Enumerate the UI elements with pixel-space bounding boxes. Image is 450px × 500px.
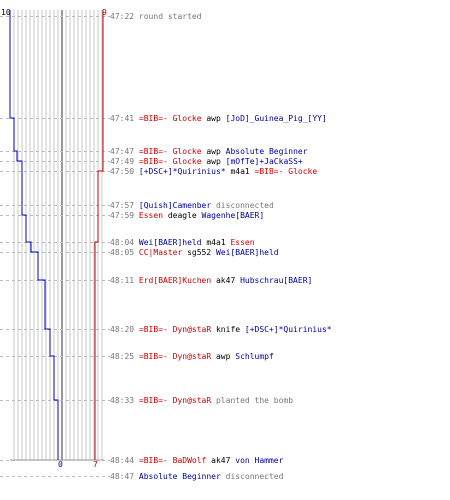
event-row: 48:04 Wei[BAER]held m4a1 Essen xyxy=(110,238,255,248)
event-row: 48:20 =BIB=- Dyn@staR knife [+DSC+]*Quir… xyxy=(110,325,332,335)
event-text: [+DSC+]*Quirinius* xyxy=(138,167,226,176)
event-text: Absolute Beginner xyxy=(225,147,308,156)
event-time: 47:49 xyxy=(110,157,135,166)
event-row: 48:44 =BIB=- BaDWolf ak47 von Hammer xyxy=(110,456,283,466)
event-row: 48:05 CC|Master sg552 Wei[BAER]held xyxy=(110,248,279,258)
event-text: knife xyxy=(211,325,245,334)
event-text: =BIB=- Dyn@staR xyxy=(138,352,212,361)
event-text: Wei[BAER]held xyxy=(138,238,202,247)
event-text: ak47 xyxy=(206,456,236,465)
event-text: Erd[BAER]Kuchen xyxy=(138,276,212,285)
event-time: 47:22 xyxy=(110,12,135,21)
red-team-end-count: 7 xyxy=(93,460,98,469)
event-text: Absolute Beginner xyxy=(138,472,221,481)
event-text: [Quish]Camenber xyxy=(138,201,212,210)
event-text: Hubschrau[BAER] xyxy=(240,276,313,285)
event-text: m4a1 xyxy=(201,238,231,247)
event-text: planted the bomb xyxy=(211,396,294,405)
event-time: 48:25 xyxy=(110,352,135,361)
event-row: 48:25 =BIB=- Dyn@staR awp Schlumpf xyxy=(110,352,274,362)
event-text: awp xyxy=(201,157,226,166)
event-text: sg552 xyxy=(182,248,216,257)
event-time: 48:47 xyxy=(110,472,135,481)
event-text: m4a1 xyxy=(225,167,255,176)
event-row: 47:50 [+DSC+]*Quirinius* m4a1 =BIB=- Glo… xyxy=(110,167,317,177)
event-text: [mOfTe]+JaCkaSS+ xyxy=(225,157,303,166)
event-time: 48:04 xyxy=(110,238,135,247)
red-team-alive-line xyxy=(94,10,104,460)
event-time: 47:57 xyxy=(110,201,135,210)
event-time: 47:59 xyxy=(110,211,135,220)
event-text: =BIB=- Glocke xyxy=(254,167,318,176)
event-row: 48:11 Erd[BAER]Kuchen ak47 Hubschrau[BAE… xyxy=(110,276,312,286)
event-row: 47:47 =BIB=- Glocke awp Absolute Beginne… xyxy=(110,147,308,157)
event-text: =BIB=- Dyn@staR xyxy=(138,396,212,405)
event-time: 48:44 xyxy=(110,456,135,465)
event-text: =BIB=- Dyn@staR xyxy=(138,325,212,334)
event-row: 48:33 =BIB=- Dyn@staR planted the bomb xyxy=(110,396,293,406)
event-time: 47:50 xyxy=(110,167,135,176)
event-time: 47:47 xyxy=(110,147,135,156)
event-row: 47:59 Essen deagle Wagenhe[BAER] xyxy=(110,211,264,221)
event-text: awp xyxy=(211,352,236,361)
event-text: =BIB=- Glocke xyxy=(138,157,202,166)
event-text: disconnected xyxy=(220,472,284,481)
event-text: deagle xyxy=(163,211,202,220)
event-time: 48:33 xyxy=(110,396,135,405)
event-text: [+DSC+]*Quirinius* xyxy=(244,325,332,334)
event-text: =BIB=- BaDWolf xyxy=(138,456,207,465)
event-text: Essen xyxy=(138,211,164,220)
event-time: 47:41 xyxy=(110,114,135,123)
event-text: Wei[BAER]held xyxy=(216,248,279,257)
blue-team-end-count: 0 xyxy=(58,460,63,469)
red-team-start-count: 9 xyxy=(102,8,107,17)
event-text: disconnected xyxy=(211,201,274,210)
event-row: 47:57 [Quish]Camenber disconnected xyxy=(110,201,274,211)
blue-team-start-count: 10 xyxy=(1,8,11,17)
event-time: 48:11 xyxy=(110,276,135,285)
event-text: =BIB=- Glocke xyxy=(138,147,202,156)
event-text: round started xyxy=(138,12,202,21)
event-text: Wagenhe[BAER] xyxy=(201,211,265,220)
event-row: 47:49 =BIB=- Glocke awp [mOfTe]+JaCkaSS+ xyxy=(110,157,303,167)
event-text: =BIB=- Glocke xyxy=(138,114,202,123)
event-text: ak47 xyxy=(211,276,241,285)
event-text: Schlumpf xyxy=(235,352,274,361)
blue-team-alive-line xyxy=(9,10,59,460)
event-text: CC|Master xyxy=(138,248,183,257)
event-text: awp xyxy=(201,147,226,156)
event-time: 48:20 xyxy=(110,325,135,334)
event-row: 48:47 Absolute Beginner disconnected xyxy=(110,472,283,482)
event-text: awp xyxy=(201,114,226,123)
event-time: 48:05 xyxy=(110,248,135,257)
event-row: 47:41 =BIB=- Glocke awp [JoD]_Guinea_Pig… xyxy=(110,114,327,124)
event-text: [JoD]_Guinea_Pig_[YY] xyxy=(225,114,327,123)
event-text: von Hammer xyxy=(235,456,284,465)
event-row: 47:22 round started xyxy=(110,12,202,22)
event-text: Essen xyxy=(230,238,255,247)
